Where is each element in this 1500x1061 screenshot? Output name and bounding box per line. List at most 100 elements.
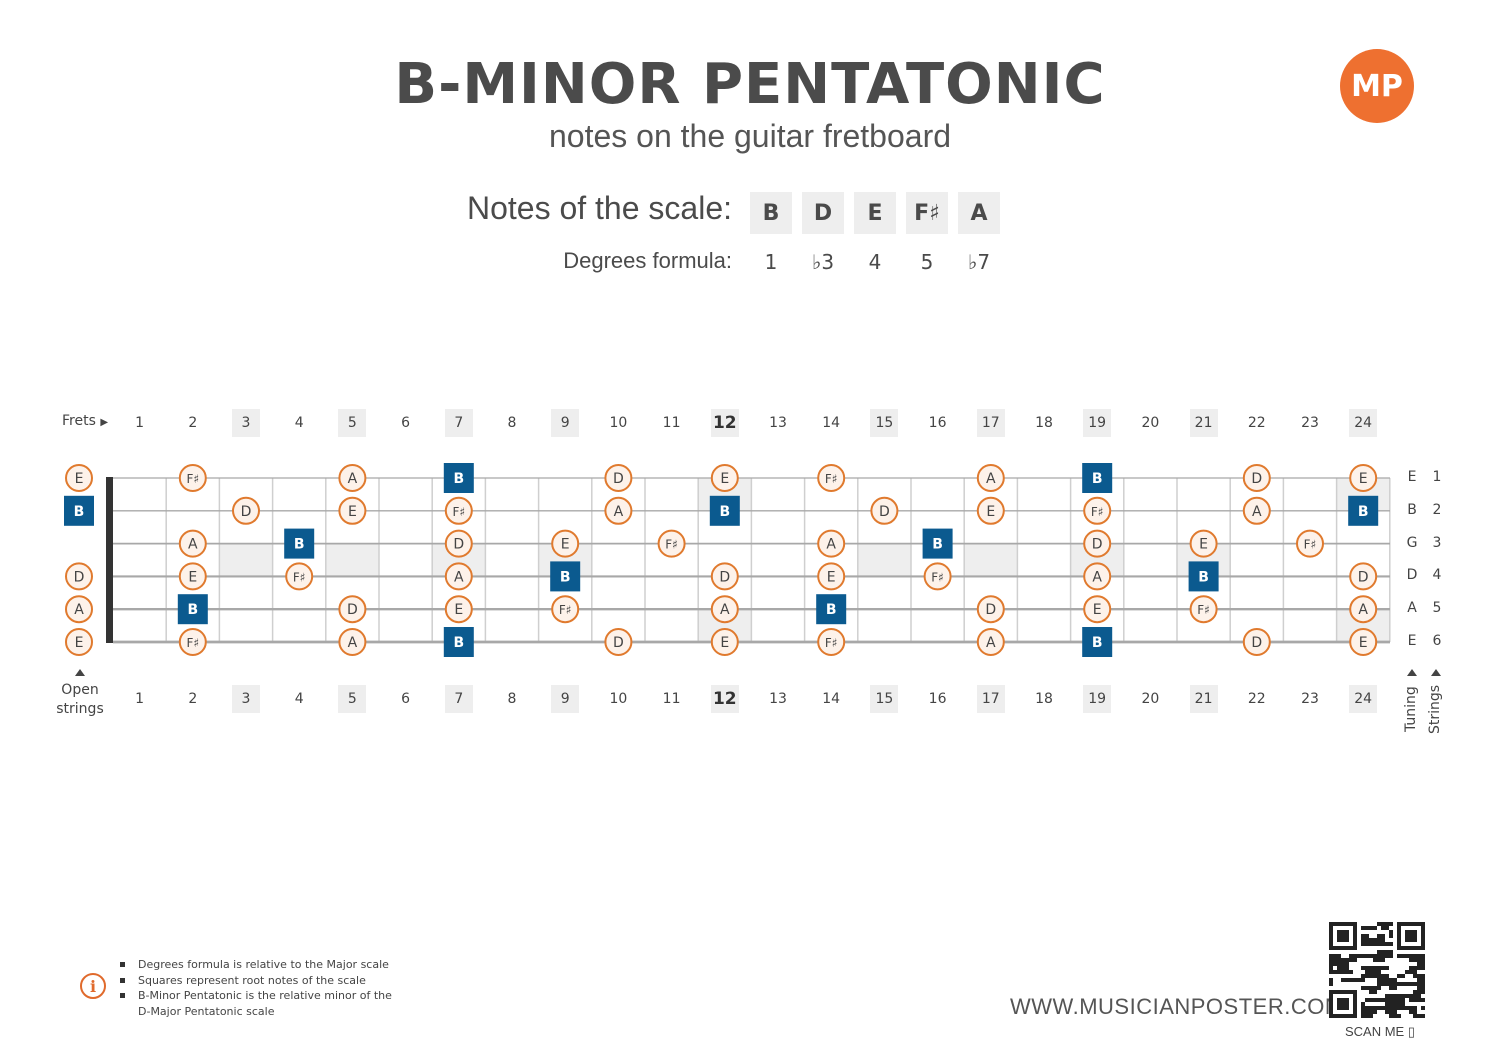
qr-module — [1397, 994, 1401, 998]
fret-marker-cell — [857, 543, 911, 577]
root-note-square — [1082, 463, 1113, 493]
qr-module — [1401, 994, 1405, 998]
qr-module — [1401, 982, 1405, 986]
qr-module — [1361, 954, 1365, 958]
qr-module — [1345, 966, 1349, 970]
scale-note-label: E — [454, 602, 463, 618]
qr-module — [1389, 942, 1393, 946]
scale-note-label: D — [453, 537, 464, 553]
tuning-note: A — [1407, 600, 1417, 617]
qr-module — [1385, 978, 1389, 982]
qr-module — [1381, 942, 1385, 946]
tuning-note: G — [1406, 534, 1418, 551]
qr-module — [1397, 998, 1401, 1002]
qr-module — [1413, 966, 1417, 970]
qr-module — [1365, 970, 1369, 974]
root-note-square — [1348, 495, 1379, 526]
scale-note-label: A — [986, 635, 996, 651]
scale-note-label: A — [348, 471, 358, 487]
scale-note-circle — [1349, 464, 1378, 492]
qr-module — [1365, 1006, 1369, 1010]
qr-module — [1345, 958, 1349, 962]
scale-note-circle — [178, 529, 207, 558]
qr-module — [1413, 1010, 1417, 1014]
qr-module — [1373, 938, 1377, 942]
qr-module — [1413, 954, 1417, 958]
website-link[interactable]: WWW.MUSICIANPOSTER.COM — [1010, 994, 1344, 1019]
qr-module — [1361, 986, 1365, 990]
qr-module — [1389, 922, 1393, 926]
qr-module — [1397, 1002, 1401, 1006]
frets-label-text: Frets — [62, 413, 96, 429]
root-note-label: B — [187, 602, 198, 618]
qr-module — [1421, 974, 1425, 978]
qr-module — [1393, 982, 1397, 986]
info-item: D-Major Pentatonic scale — [138, 1004, 275, 1018]
qr-module — [1389, 998, 1393, 1002]
fret-number: 2 — [188, 415, 198, 431]
root-note-label: B — [560, 569, 571, 585]
scale-note-circle — [710, 464, 739, 492]
scale-note-circle — [657, 529, 686, 558]
qr-module — [1393, 1010, 1397, 1014]
qr-module — [1409, 1010, 1413, 1014]
qr-module — [1381, 974, 1385, 978]
qr-module — [1421, 1006, 1425, 1010]
root-note-square — [284, 528, 315, 559]
scale-degree: 1 — [764, 250, 778, 274]
qr-module — [1373, 990, 1377, 994]
qr-module — [1341, 966, 1345, 970]
scale-note-label: E — [986, 504, 995, 520]
qr-module — [1381, 954, 1385, 958]
scale-note-circle — [444, 562, 473, 591]
scale-note-circle — [1083, 595, 1112, 624]
triangle-up-icon — [1407, 669, 1417, 676]
scale-note-circle — [65, 595, 93, 624]
scale-note-circle — [923, 562, 952, 591]
musicianposter-logo: MP — [1340, 49, 1414, 123]
qr-module — [1385, 922, 1389, 926]
qr-module — [1389, 950, 1393, 954]
qr-module — [1369, 938, 1373, 942]
tuning-note: B — [1407, 501, 1417, 518]
qr-module — [1401, 1006, 1405, 1010]
qr-module — [1381, 1006, 1385, 1010]
scale-note-label: A — [826, 537, 836, 553]
qr-module — [1361, 934, 1365, 938]
fret-number: 6 — [401, 691, 411, 707]
strings-label: Strings — [1427, 684, 1443, 734]
qr-module — [1349, 954, 1353, 958]
qr-code-icon[interactable] — [1329, 922, 1425, 1018]
qr-module — [1409, 970, 1413, 974]
qr-module — [1413, 970, 1417, 974]
scale-note-label: F♯ — [186, 636, 199, 650]
qr-module — [1405, 1006, 1409, 1010]
qr-module — [1361, 938, 1365, 942]
qr-module — [1365, 1014, 1369, 1018]
scale-note-label: F♯ — [825, 636, 838, 650]
qr-module — [1389, 982, 1393, 986]
qr-module — [1409, 954, 1413, 958]
qr-module — [1397, 982, 1401, 986]
qr-module — [1409, 1006, 1413, 1010]
fret-number: 7 — [444, 409, 473, 437]
scale-note-circle — [1242, 496, 1271, 525]
qr-module — [1405, 954, 1409, 958]
root-note-label: B — [294, 537, 305, 553]
qr-module — [1417, 986, 1421, 990]
triangle-up-icon — [1431, 669, 1441, 676]
scale-note-label: E — [348, 504, 357, 520]
notes-of-scale-label: Notes of the scale: — [466, 190, 732, 226]
qr-module — [1393, 1006, 1397, 1010]
scale-note-circle — [444, 529, 473, 558]
scale-note-label: E — [827, 569, 836, 585]
qr-module — [1373, 942, 1377, 946]
scale-note-label: D — [613, 635, 624, 651]
scale-note-label: F♯ — [825, 472, 838, 486]
scale-note-circle — [444, 496, 473, 525]
qr-module — [1369, 966, 1373, 970]
qr-module — [1413, 1014, 1417, 1018]
scale-note-label: A — [1358, 602, 1368, 618]
qr-module — [1393, 978, 1397, 982]
scale-note-circle — [551, 529, 580, 558]
